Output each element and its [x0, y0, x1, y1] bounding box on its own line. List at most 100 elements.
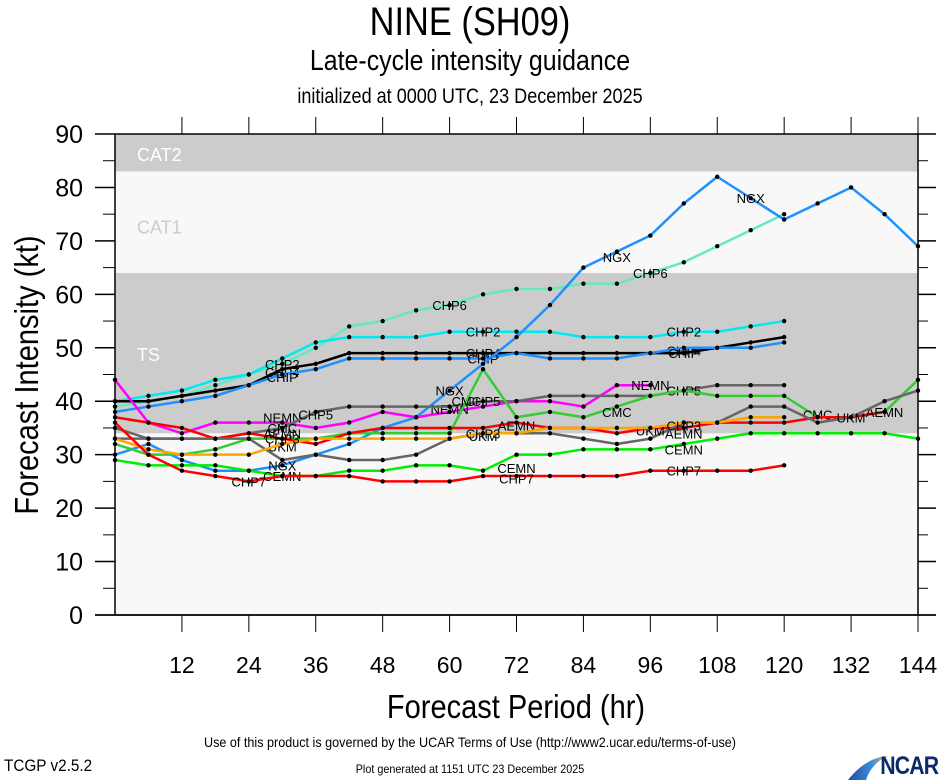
- data-point: [480, 473, 486, 479]
- data-point: [213, 473, 218, 479]
- data-point: [648, 382, 653, 388]
- data-point: [681, 441, 686, 447]
- intensity-category-bands: TS CAT1 CAT2: [115, 134, 918, 615]
- x-tick-label: 108: [698, 652, 736, 678]
- data-point: [380, 479, 385, 484]
- series-label-chp5: CHP5: [298, 408, 333, 423]
- version-label: TCGP v2.5.2: [4, 756, 93, 775]
- data-point: [781, 340, 787, 345]
- data-point: [213, 463, 218, 468]
- data-point: [480, 356, 486, 361]
- data-point: [347, 356, 352, 361]
- series-label-nemn: NEMN: [631, 378, 669, 393]
- data-point: [380, 431, 385, 436]
- data-point: [347, 436, 352, 441]
- data-point: [748, 415, 753, 420]
- series-chip: CHIP CHIP CHIP: [112, 340, 787, 415]
- data-point: [280, 366, 285, 372]
- data-point: [413, 404, 419, 409]
- series-label-cemn: CEMN: [665, 442, 703, 457]
- data-point: [380, 457, 385, 463]
- data-point: [547, 356, 553, 361]
- data-point: [480, 366, 486, 372]
- data-point: [715, 420, 720, 425]
- data-point: [681, 260, 686, 265]
- data-point: [447, 356, 452, 361]
- data-point: [280, 356, 285, 361]
- data-point: [179, 393, 185, 399]
- data-point: [179, 388, 185, 393]
- chart-title: NINE (SH09): [369, 0, 571, 44]
- series-label-chip: CHIP: [468, 351, 499, 366]
- data-point: [246, 382, 252, 388]
- data-point: [715, 345, 720, 350]
- data-point: [347, 473, 352, 479]
- data-point: [581, 404, 586, 409]
- chart-subtitle: Late-cycle intensity guidance: [309, 45, 631, 77]
- series-layer: CHP6CHP6CHP2CHP2CHP2CHP4CHP4CHP4CHIPCHIP…: [112, 174, 921, 489]
- x-axis-label: Forecast Period (hr): [387, 688, 645, 725]
- data-point: [681, 350, 686, 356]
- data-point: [179, 431, 185, 436]
- band-label-cat1: CAT1: [137, 217, 182, 237]
- data-point: [547, 473, 553, 479]
- data-point: [514, 431, 519, 436]
- data-point: [480, 404, 486, 409]
- data-point: [614, 441, 620, 447]
- data-point: [581, 436, 586, 441]
- data-point: [179, 463, 185, 468]
- data-point: [781, 217, 787, 222]
- data-point: [681, 420, 686, 425]
- data-point: [313, 361, 318, 367]
- series-label-chp7: CHP7: [666, 464, 701, 479]
- data-point: [480, 468, 486, 473]
- data-point: [781, 404, 787, 409]
- series-label-cmc: CMC: [452, 394, 482, 409]
- series-label-chp7: CHP7: [231, 474, 266, 489]
- data-point: [848, 185, 854, 190]
- band-label-cat2: CAT2: [137, 145, 182, 165]
- data-point: [715, 244, 720, 249]
- x-tick-label: 84: [571, 652, 597, 678]
- series-label-chp7: CHP7: [499, 472, 534, 487]
- data-point: [648, 270, 653, 276]
- data-point: [213, 393, 218, 399]
- data-point: [447, 302, 452, 308]
- data-point: [648, 350, 653, 356]
- data-point: [280, 372, 285, 377]
- data-point: [648, 468, 653, 473]
- data-point: [547, 425, 553, 431]
- data-point: [213, 377, 218, 383]
- series-label-chp3: CHP3: [466, 426, 501, 441]
- data-point: [380, 436, 385, 441]
- data-point: [614, 382, 620, 388]
- data-point: [748, 195, 753, 201]
- data-point: [146, 463, 151, 468]
- data-point: [681, 388, 686, 393]
- series-label-aemn: AEMN: [498, 418, 536, 433]
- data-point: [380, 409, 385, 415]
- series-label-chip: CHIP: [267, 370, 298, 385]
- data-point: [380, 350, 385, 356]
- data-point: [280, 425, 285, 431]
- data-point: [715, 382, 720, 388]
- data-point: [280, 473, 285, 479]
- y-tick-label: 20: [55, 495, 83, 523]
- y-tick-label: 30: [55, 442, 83, 470]
- data-point: [581, 425, 586, 431]
- data-point: [146, 399, 151, 404]
- data-point: [447, 431, 452, 436]
- data-point: [514, 329, 519, 334]
- y-tick-label: 0: [69, 602, 83, 630]
- data-point: [380, 425, 385, 431]
- band-cat2: [115, 134, 918, 172]
- data-point: [882, 399, 887, 404]
- data-point: [614, 350, 620, 356]
- data-point: [648, 233, 653, 238]
- data-point: [413, 334, 419, 340]
- data-point: [146, 447, 151, 452]
- series-line-aemn: [114, 410, 885, 446]
- series-label-chp3: CHP3: [265, 432, 300, 447]
- data-point: [313, 340, 318, 345]
- data-point: [347, 350, 352, 356]
